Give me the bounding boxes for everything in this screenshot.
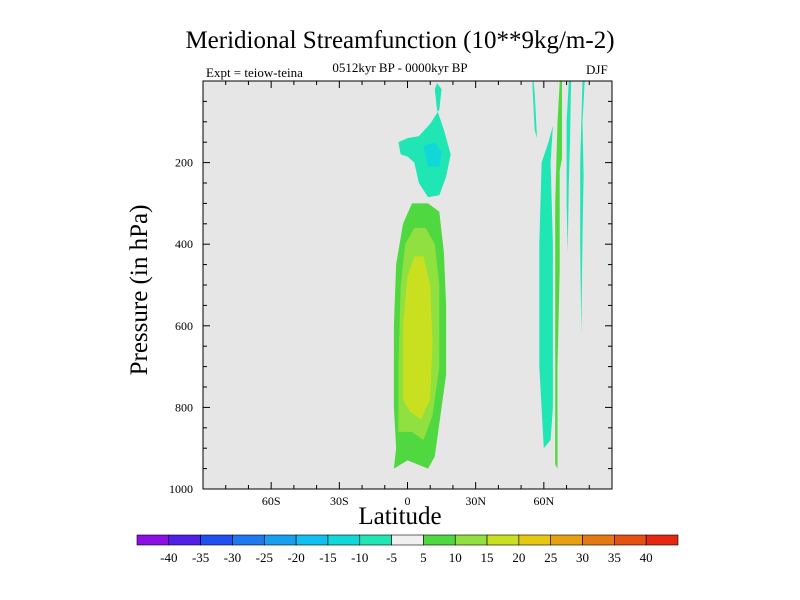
colorbar-box [168,534,201,546]
x-tick-label: 30S [330,494,349,508]
contour-regions [203,81,612,489]
upper-negative-cell-core [423,142,442,167]
colorbar-label: -20 [287,550,304,565]
polar-positive-band-1 [555,81,562,469]
colorbar-label: -40 [160,550,177,565]
colorbar-box [359,534,392,546]
colorbar-box [614,534,647,546]
colorbar-label: -10 [351,550,368,565]
experiment-label: Expt = teiow-teina [206,65,303,80]
colorbar-label: 10 [449,550,462,565]
colorbar-label: -5 [386,550,397,565]
colorbar-box [550,534,583,546]
period-label: 0512kyr BP - 0000kyr BP [332,60,468,75]
colorbar-label: -35 [192,550,209,565]
colorbar-label: 15 [481,550,494,565]
colorbar-label: -25 [256,550,273,565]
season-label: DJF [586,62,608,77]
y-tick-label: 400 [175,237,193,251]
y-tick-label: 800 [175,400,193,414]
colorbar-box [263,534,297,546]
y-tick-label: 200 [175,156,193,170]
colorbar-box [391,534,424,546]
colorbar-label: 40 [640,550,653,565]
colorbar-box [232,534,265,546]
colorbar-box [582,534,615,546]
colorbar-label: 25 [544,550,557,565]
colorbar-box [136,534,170,546]
upper-negative-cell [398,83,451,198]
colorbar: -40 -35 -30 -25 -20 -15 -10 -5 5 10 15 20 25 30 35 40 [136,534,679,565]
y-tick-label: 600 [175,319,193,333]
colorbar-box [454,534,488,546]
colorbar-box [518,534,552,546]
polar-negative-band-2 [532,81,537,139]
colorbar-box [645,534,679,546]
polar-negative-band-1 [539,125,553,449]
colorbar-label: -15 [319,550,336,565]
y-tick-label: 1000 [169,482,193,496]
colorbar-label: 5 [420,550,427,565]
colorbar-label: -30 [224,550,241,565]
tropical-positive-cell-core [403,256,433,420]
x-tick-label: 60S [262,494,281,508]
x-tick-label: 60N [533,494,554,508]
colorbar-box [200,534,233,546]
axis-ticks: 60S 30S 0 30N 60N 200 400 600 800 1000 [169,81,612,508]
colorbar-box [295,534,329,546]
colorbar-box [486,534,520,546]
colorbar-label: 30 [576,550,589,565]
colorbar-box [327,534,361,546]
x-tick-label: 0 [405,494,411,508]
chart-title: Meridional Streamfunction (10**9kg/m-2) [185,27,615,54]
colorbar-label: 35 [608,550,621,565]
colorbar-label: 20 [512,550,525,565]
x-axis-label: Latitude [358,503,442,530]
polar-negative-band-3 [566,81,572,253]
colorbar-box [423,534,456,546]
y-axis-label: Pressure (in hPa) [126,204,153,376]
polar-negative-band-4 [580,81,585,334]
x-tick-label: 30N [465,494,486,508]
